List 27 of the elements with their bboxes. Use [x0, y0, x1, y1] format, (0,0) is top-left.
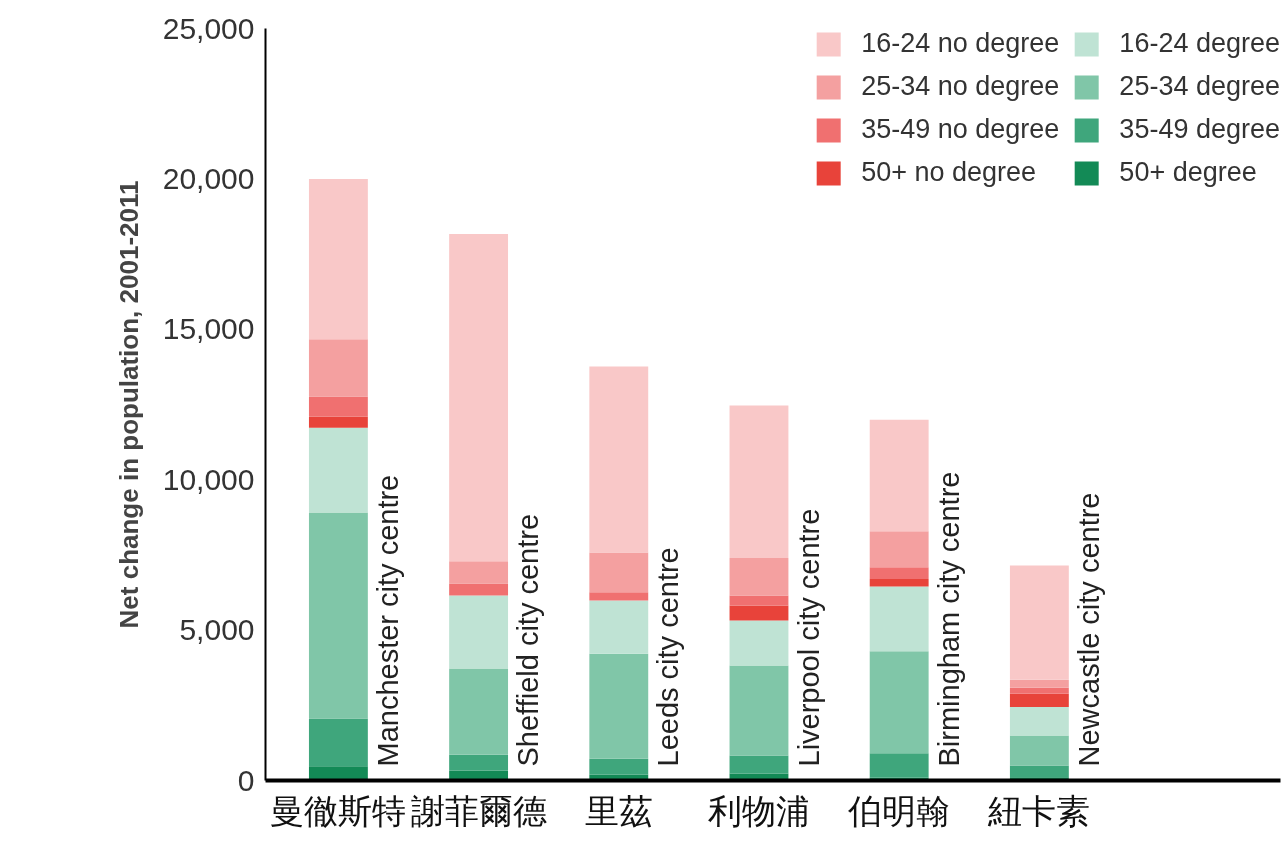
x-tick-label: 紐卡素 — [987, 791, 1091, 830]
x-tick-label: 曼徹斯特 — [270, 791, 407, 830]
annotation: Manchester city centre — [372, 474, 405, 767]
y-axis-title: Net change in population, 2001-2011 — [113, 180, 144, 629]
annotation: Newcastle city centre — [1073, 492, 1106, 767]
legend-label: 35-49 no degree — [861, 114, 1060, 145]
x-tick-label: 伯明翰 — [847, 791, 951, 830]
legend-label: 16-24 no degree — [861, 28, 1060, 59]
x-tick-label: 謝菲爾德 — [410, 791, 547, 830]
y-tick-label: 25,000 — [162, 11, 255, 45]
y-tick-label: 20,000 — [162, 161, 255, 195]
y-tick-label: 0 — [237, 763, 255, 797]
y-tick-label: 15,000 — [162, 312, 255, 346]
legend-label: 35-49 degree — [1119, 114, 1280, 145]
y-tick-label: 10,000 — [162, 462, 255, 496]
legend-label: 25-34 no degree — [861, 71, 1060, 102]
x-tick-label: 利物浦 — [707, 791, 810, 830]
x-tick-label: 里茲 — [584, 791, 653, 830]
annotation: Liverpool city centre — [792, 508, 825, 767]
y-tick-label: 5,000 — [179, 613, 255, 647]
legend-label: 50+ no degree — [861, 157, 1037, 188]
annotation: Sheffield city centre — [512, 513, 545, 767]
legend-label: 50+ degree — [1119, 157, 1257, 188]
annotation: Birmingham city centre — [932, 471, 965, 767]
annotation: Leeds city centre — [652, 547, 685, 767]
legend-label: 16-24 degree — [1119, 28, 1280, 59]
legend-label: 25-34 degree — [1119, 71, 1280, 102]
